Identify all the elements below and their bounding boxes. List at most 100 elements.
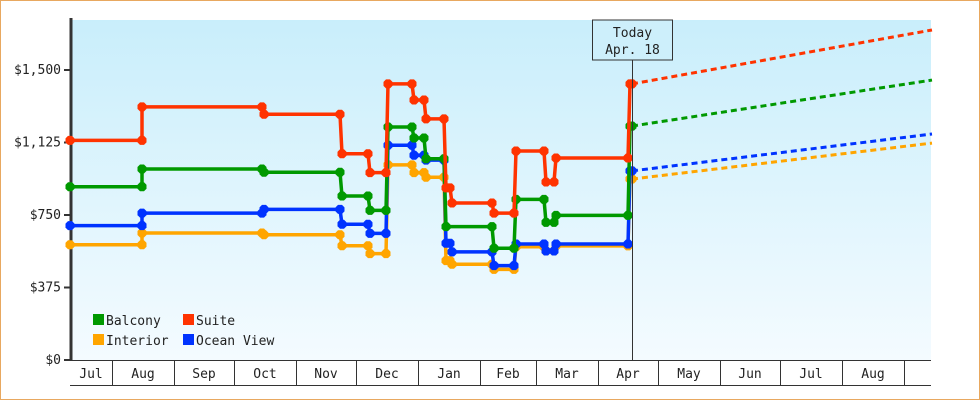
x-tick-label: Jul <box>79 367 102 382</box>
data-point[interactable] <box>541 217 551 227</box>
data-point[interactable] <box>509 208 519 218</box>
data-point[interactable] <box>549 177 559 187</box>
data-point[interactable] <box>257 102 267 112</box>
series-group <box>65 28 933 274</box>
data-point[interactable] <box>65 240 75 250</box>
data-point[interactable] <box>337 191 347 201</box>
data-point[interactable] <box>65 221 75 231</box>
data-point[interactable] <box>137 135 147 145</box>
x-tick-label: Dec <box>375 367 398 382</box>
data-point[interactable] <box>259 109 269 119</box>
data-point[interactable] <box>445 238 455 248</box>
series-suite <box>65 28 933 218</box>
data-point[interactable] <box>365 168 375 178</box>
data-point[interactable] <box>363 149 373 159</box>
today-label: Today <box>613 26 652 41</box>
data-point[interactable] <box>381 205 391 215</box>
data-point[interactable] <box>623 210 633 220</box>
data-point[interactable] <box>259 167 269 177</box>
data-point[interactable] <box>137 228 147 238</box>
data-point[interactable] <box>445 183 455 193</box>
legend-swatch <box>93 334 104 345</box>
data-point[interactable] <box>407 140 417 150</box>
data-point[interactable] <box>487 222 497 232</box>
today-callout <box>592 19 673 61</box>
data-point[interactable] <box>439 114 449 124</box>
data-point[interactable] <box>381 249 391 259</box>
legend-item[interactable]: Interior <box>93 334 169 349</box>
data-point[interactable] <box>381 228 391 238</box>
data-point[interactable] <box>409 150 419 160</box>
data-point[interactable] <box>409 168 419 178</box>
data-point[interactable] <box>447 198 457 208</box>
data-point[interactable] <box>421 172 431 182</box>
x-tick-label: Aug <box>131 367 154 382</box>
data-point[interactable] <box>489 243 499 253</box>
data-point[interactable] <box>409 95 419 105</box>
data-point[interactable] <box>137 221 147 231</box>
data-point[interactable] <box>539 239 549 249</box>
data-point[interactable] <box>337 149 347 159</box>
y-tick-label: $1,125 <box>14 136 61 151</box>
data-point[interactable] <box>539 146 549 156</box>
legend-item[interactable]: Suite <box>183 314 235 329</box>
data-point[interactable] <box>551 210 561 220</box>
data-point[interactable] <box>409 133 419 143</box>
data-point[interactable] <box>421 114 431 124</box>
data-point[interactable] <box>363 219 373 229</box>
data-point[interactable] <box>363 191 373 201</box>
data-point[interactable] <box>623 153 633 163</box>
data-point[interactable] <box>335 204 345 214</box>
x-tick-label: Sep <box>192 367 216 382</box>
data-point[interactable] <box>381 168 391 178</box>
data-point[interactable] <box>419 133 429 143</box>
data-point[interactable] <box>137 240 147 250</box>
data-point[interactable] <box>335 167 345 177</box>
data-point[interactable] <box>337 219 347 229</box>
data-point[interactable] <box>539 194 549 204</box>
data-point[interactable] <box>551 239 561 249</box>
data-point[interactable] <box>65 135 75 145</box>
data-point[interactable] <box>259 230 269 240</box>
data-point[interactable] <box>511 146 521 156</box>
data-point[interactable] <box>383 79 393 89</box>
data-point[interactable] <box>447 247 457 257</box>
legend-item[interactable]: Balcony <box>93 314 161 329</box>
data-point[interactable] <box>541 177 551 187</box>
data-point[interactable] <box>551 153 561 163</box>
data-point[interactable] <box>407 79 417 89</box>
data-point[interactable] <box>365 205 375 215</box>
data-point[interactable] <box>623 239 633 249</box>
data-point[interactable] <box>489 261 499 271</box>
data-point[interactable] <box>489 208 499 218</box>
legend-item[interactable]: Ocean View <box>183 334 274 349</box>
data-point[interactable] <box>407 160 417 170</box>
x-tick-label: Aug <box>861 367 884 382</box>
legend: Balcony Suite Interior Ocean View <box>93 314 274 349</box>
data-point[interactable] <box>65 182 75 192</box>
forecast-line <box>631 132 933 173</box>
data-point[interactable] <box>509 261 519 271</box>
data-point[interactable] <box>407 122 417 132</box>
data-point[interactable] <box>549 217 559 227</box>
data-point[interactable] <box>365 249 375 259</box>
data-point[interactable] <box>335 109 345 119</box>
data-point[interactable] <box>541 246 551 256</box>
data-point[interactable] <box>137 208 147 218</box>
data-point[interactable] <box>363 241 373 251</box>
data-point[interactable] <box>421 154 431 164</box>
data-point[interactable] <box>259 204 269 214</box>
data-point[interactable] <box>549 246 559 256</box>
data-point[interactable] <box>337 241 347 251</box>
data-point[interactable] <box>509 243 519 253</box>
data-point[interactable] <box>419 95 429 105</box>
data-point[interactable] <box>441 222 451 232</box>
data-point[interactable] <box>137 102 147 112</box>
data-point[interactable] <box>335 230 345 240</box>
data-point[interactable] <box>137 182 147 192</box>
data-point[interactable] <box>365 228 375 238</box>
data-point[interactable] <box>487 198 497 208</box>
data-point[interactable] <box>447 259 457 269</box>
data-point[interactable] <box>137 164 147 174</box>
x-tick-label: Jun <box>738 367 761 382</box>
